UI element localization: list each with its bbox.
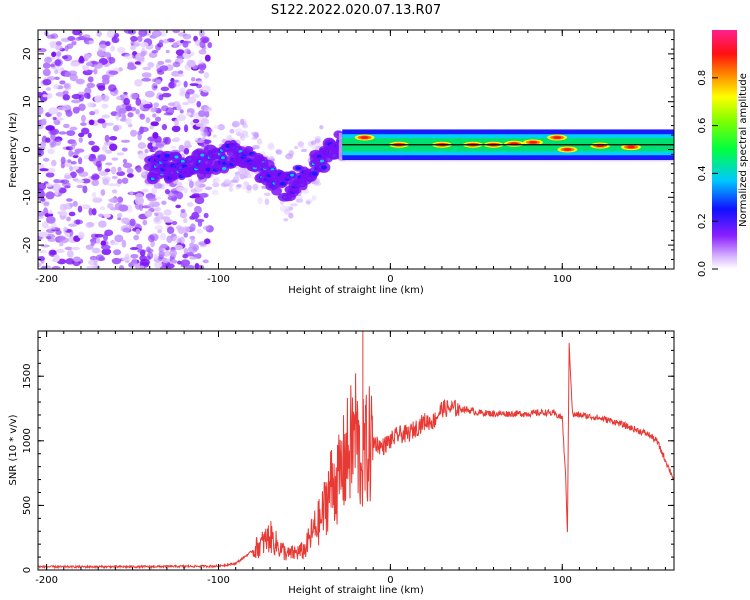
spectrogram-ytick-label: 10 (22, 95, 33, 108)
spectrogram-xtick-label: 0 (387, 274, 393, 285)
spectrogram-ytick-label: 0 (22, 146, 33, 152)
colorbar-tick-label: 0.0 (697, 261, 708, 277)
spectrogram-xlabel: Height of straight line (km) (288, 285, 424, 296)
colorbar-tick-label: 0.4 (697, 165, 708, 181)
snr-xtick-label: -100 (207, 575, 230, 586)
snr-plot-area (38, 331, 674, 570)
colorbar-label: Normalized spectral amplitude (738, 73, 749, 227)
snr-xtick-label: 0 (387, 575, 393, 586)
colorbar-tick-label: 0.6 (697, 118, 708, 134)
spectrogram-ylabel: Frequency (Hz) (8, 112, 19, 188)
spectrogram-xtick-label: -100 (207, 274, 230, 285)
snr-ylabel: SNR (10 * v/v) (8, 414, 19, 485)
colorbar-gradient (712, 30, 737, 269)
snr-ytick-label: 500 (22, 496, 33, 515)
snr-series-line (38, 331, 674, 570)
snr-ytick-label: 0 (22, 567, 33, 573)
snr-ytick-label: 1000 (22, 428, 33, 453)
colorbar: 0.0 0.2 0.4 0.6 0.8 Normalized spectral ampl… (697, 30, 749, 277)
spectrogram-xtick-label: 100 (553, 274, 572, 285)
spectrogram-ytick-label: -10 (22, 189, 33, 205)
colorbar-tick-label: 0.8 (697, 70, 708, 86)
spectrogram-ytick-label: 20 (22, 48, 33, 61)
snr-xtick-label: -200 (35, 575, 58, 586)
snr-xlabel: Height of straight line (km) (288, 585, 424, 596)
snr-ytick-label: 1500 (22, 363, 33, 388)
figure-title: S122.2022.020.07.13.R07 (271, 3, 441, 18)
colorbar-ticks: 0.0 0.2 0.4 0.6 0.8 (697, 70, 718, 277)
spectrogram-heatmap (38, 30, 674, 269)
spectrogram-ytick-label: -20 (22, 237, 33, 253)
snr-xtick-label: 100 (553, 575, 572, 586)
colorbar-tick-label: 0.2 (697, 213, 708, 229)
snr-frame (37, 330, 675, 571)
spectrogram-xtick-label: -200 (35, 274, 58, 285)
